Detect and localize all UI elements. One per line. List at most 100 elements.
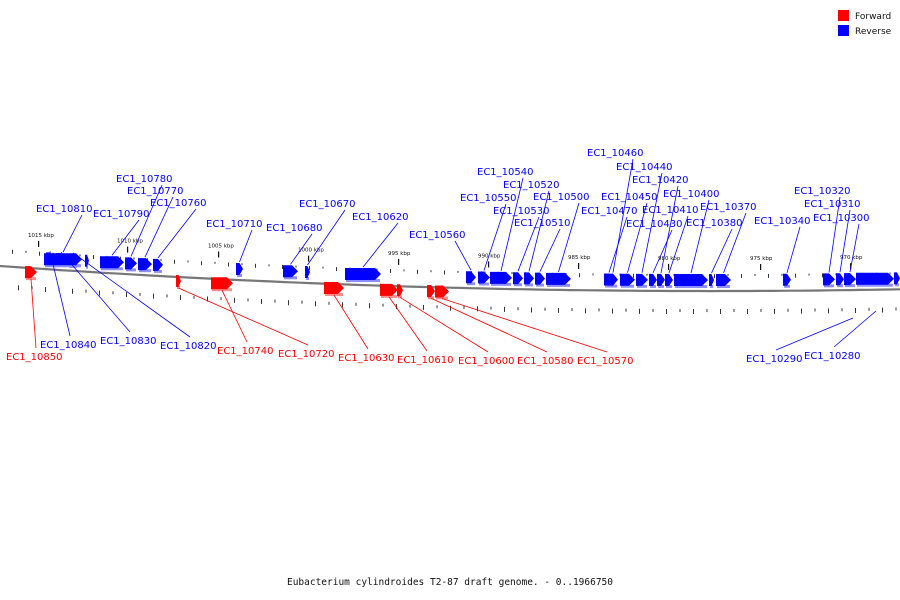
gene-label[interactable]: EC1_10310 [804,199,860,210]
gene-ec1-10460[interactable] [608,273,618,286]
feature-mark [490,306,492,310]
gene-ec1-10570[interactable] [435,285,449,298]
gene-label[interactable]: EC1_10820 [160,341,216,352]
gene-ec1-10600[interactable] [397,284,403,297]
gene-ec1-10710[interactable] [236,263,243,276]
gene-label[interactable]: EC1_10430 [626,219,682,230]
gene-ec1-10500[interactable] [546,272,571,285]
gene-label[interactable]: EC1_10600 [458,356,514,367]
feature-mark [85,289,87,293]
gene-ec1-10410[interactable] [665,273,673,286]
gene-label[interactable]: EC1_10440 [616,162,672,173]
gene-shadow [325,293,343,297]
gene-ec1-10620[interactable] [345,268,381,281]
gene-ec1-10520[interactable] [524,272,534,285]
gene-ec1-10630[interactable] [324,282,344,295]
gene-label[interactable]: EC1_10280 [804,351,860,362]
feature-mark [639,308,640,314]
gene-ec1-10370[interactable] [716,274,731,287]
gene-label[interactable]: EC1_10500 [533,192,589,203]
feature-mark [126,292,127,298]
gene-label[interactable]: EC1_10370 [700,202,756,213]
gene-ec1-10680[interactable] [283,265,298,278]
gene-label[interactable]: EC1_10470 [581,206,637,217]
gene-label[interactable]: EC1_10340 [754,216,810,227]
gene-label[interactable]: EC1_10760 [150,198,206,209]
gene-label[interactable]: EC1_10560 [409,230,465,241]
gene-label[interactable]: EC1_10380 [686,218,742,229]
gene-ec1-10760[interactable] [153,258,163,271]
gene-label[interactable]: EC1_10400 [663,189,719,200]
gene-ec1-10420[interactable] [657,273,665,286]
gene-label[interactable]: EC1_10720 [278,349,334,360]
gene-label[interactable]: EC1_10810 [36,204,92,215]
gene-ec1-10430[interactable] [649,273,657,286]
gene-ec1-10400[interactable] [674,274,708,287]
gene-unlabeled[interactable] [85,254,89,267]
gene-ec1-10740[interactable] [211,277,233,290]
gene-label[interactable]: EC1_10290 [746,354,802,365]
gene-label[interactable]: EC1_10530 [493,206,549,217]
gene-label[interactable]: EC1_10420 [632,175,688,186]
gene-label[interactable]: EC1_10300 [813,213,869,224]
gene-label[interactable]: EC1_10790 [93,209,149,220]
gene-ec1-10300[interactable] [844,273,856,286]
gene-shadow [675,285,707,289]
gene-label[interactable]: EC1_10460 [587,148,643,159]
gene-ec1-10510[interactable] [535,272,545,285]
gene-label[interactable]: EC1_10710 [206,219,262,230]
gene-label[interactable]: EC1_10780 [116,174,172,185]
gene-label[interactable]: EC1_10630 [338,353,394,364]
feature-mark [781,273,783,276]
gene-label[interactable]: EC1_10510 [514,218,570,229]
gene-label[interactable]: EC1_10450 [601,192,657,203]
gene-ec1-10790[interactable] [100,256,124,269]
gene-label[interactable]: EC1_10830 [100,336,156,347]
gene-label[interactable]: EC1_10850 [6,352,62,363]
feature-mark [592,273,594,276]
gene-ec1-10720[interactable] [176,275,181,288]
gene-ec1-10670[interactable] [305,265,310,278]
gene-label[interactable]: EC1_10840 [40,340,96,351]
gene-ec1-10380[interactable] [709,274,714,287]
gene-label[interactable]: EC1_10620 [352,212,408,223]
gene-label[interactable]: EC1_10550 [460,193,516,204]
gene-label[interactable]: EC1_10670 [299,199,355,210]
gene-ec1-10550[interactable] [478,271,490,284]
feature-mark [579,273,580,278]
gene-label[interactable]: EC1_10570 [577,356,633,367]
gene-ec1-10450[interactable] [620,273,635,286]
gene-ec1-10610[interactable] [380,283,398,296]
gene-ec1-10810[interactable] [44,253,82,266]
gene-shadow [237,274,242,278]
gene-label[interactable]: EC1_10770 [127,186,183,197]
gene-ec1-10310[interactable] [836,273,844,286]
feature-mark [787,308,789,312]
feature-mark [571,308,573,312]
gene-label[interactable]: EC1_10610 [397,355,453,366]
gene-ec1-10340[interactable] [783,273,791,286]
gene-ec1-10770[interactable] [138,258,152,271]
gene-ec1-10530[interactable] [513,272,523,285]
gene-ec1-10560[interactable] [466,271,476,284]
gene-label[interactable]: EC1_10680 [266,223,322,234]
gene-ec1-10440[interactable] [636,273,648,286]
feature-mark [166,294,168,298]
gene-ec1-10850[interactable] [25,266,37,279]
gene-label[interactable]: EC1_10410 [642,205,698,216]
gene-label[interactable]: EC1_10740 [217,346,273,357]
feature-mark [301,300,303,304]
gene-unlabeled[interactable] [428,285,434,298]
gene-ec1-10540[interactable] [490,271,512,284]
gene-unlabeled[interactable] [894,272,900,285]
gene-label[interactable]: EC1_10320 [794,186,850,197]
gene-label[interactable]: EC1_10520 [503,180,559,191]
gene-label-connector [307,209,346,266]
gene-unlabeled[interactable] [856,272,894,285]
gene-label[interactable]: EC1_10580 [517,356,573,367]
gene-label[interactable]: EC1_10540 [477,167,533,178]
gene-ec1-10780[interactable] [125,257,137,270]
gene-label-connector [786,226,801,273]
gene-ec1-10320[interactable] [823,273,835,286]
